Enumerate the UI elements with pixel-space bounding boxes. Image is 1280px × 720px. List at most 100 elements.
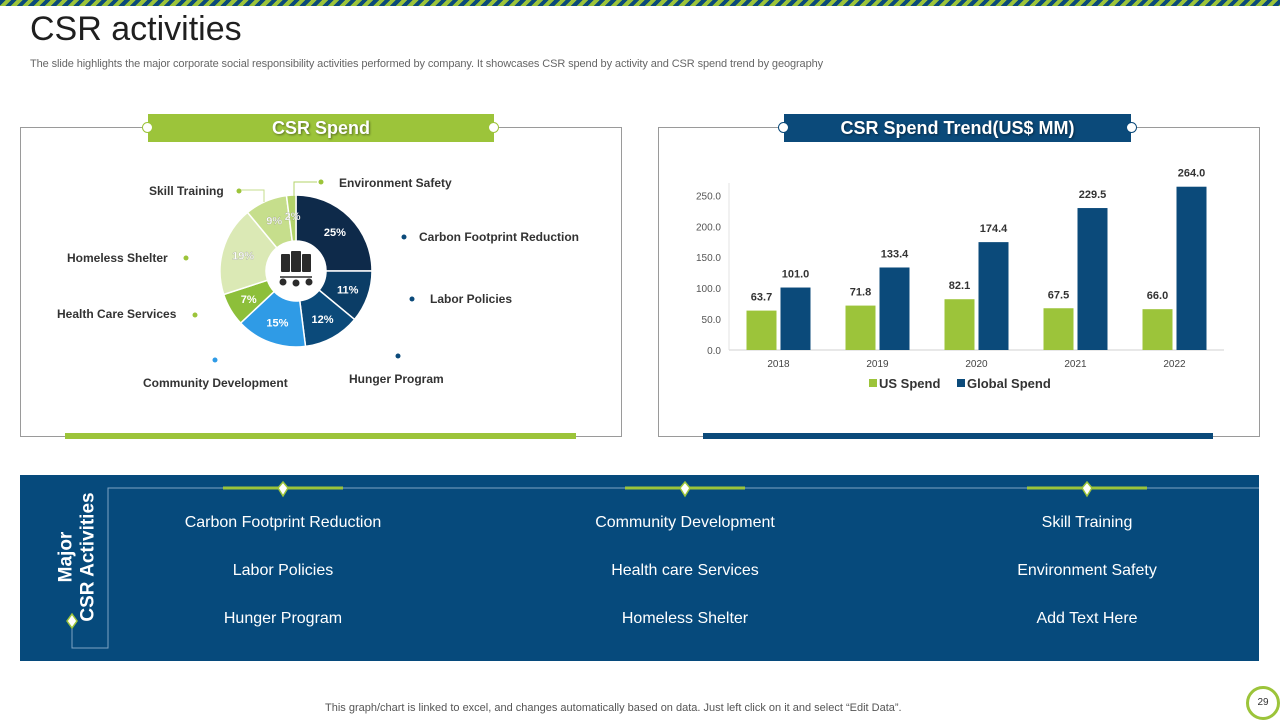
server-rack (291, 251, 301, 272)
top-decorative-stripe (0, 0, 1280, 6)
pie-category-label: Community Development (143, 376, 288, 390)
pie-leader-dot (318, 179, 324, 185)
y-tick-label: 200.0 (696, 222, 721, 233)
slide-subtitle: The slide highlights the major corporate… (30, 58, 824, 70)
x-tick-label: 2020 (965, 359, 988, 370)
activity-item: Health care Services (611, 562, 759, 579)
pie-leader-dot (401, 234, 407, 240)
header-right-dot (488, 122, 499, 133)
y-tick-label: 0.0 (707, 346, 721, 357)
network-node (279, 278, 287, 286)
csr-spend-header: CSR Spend (148, 114, 494, 142)
bar-us-spend (944, 299, 975, 350)
pie-category-label: Homeless Shelter (67, 251, 168, 265)
header-right-dot (1126, 122, 1137, 133)
data-label: 229.5 (1079, 189, 1107, 201)
pie-percent-label: 12% (311, 314, 333, 326)
bar-global-spend (780, 287, 811, 350)
data-label: 82.1 (949, 280, 970, 292)
bar-us-spend (746, 310, 777, 350)
data-label: 133.4 (881, 248, 909, 260)
legend-label: US Spend (879, 376, 940, 391)
bar-us-spend (1043, 308, 1074, 350)
pie-category-label: Carbon Footprint Reduction (419, 230, 579, 244)
bar-global-spend (978, 242, 1009, 350)
x-tick-label: 2019 (866, 359, 889, 370)
pie-leader-dot (395, 353, 401, 359)
data-label: 71.8 (850, 287, 871, 299)
page-number: 29 (1246, 686, 1280, 720)
bar-global-spend (1077, 208, 1108, 350)
x-tick-label: 2021 (1064, 359, 1087, 370)
bar-global-spend (879, 267, 910, 350)
csr-spend-trend-bar-chart[interactable]: 0.0 50.0 100.0 150.0 200.0 250.0 2018 63.7 101.0… (659, 128, 1259, 436)
pie-percent-label: 25% (324, 227, 346, 239)
slide-title: CSR activities (30, 10, 242, 48)
y-tick-label: 50.0 (702, 315, 722, 326)
data-label: 174.4 (980, 223, 1008, 235)
legend-label: Global Spend (967, 376, 1051, 391)
pie-percent-label: 9% (266, 216, 282, 228)
pie-leader-line (293, 181, 317, 198)
data-label: 63.7 (751, 292, 772, 304)
pie-slice-homeless-shelter (219, 211, 278, 296)
pie-percent-label: 19% (232, 251, 254, 263)
server-network-icon (267, 242, 325, 300)
data-label: 264.0 (1178, 168, 1206, 180)
right-accent-bar (703, 433, 1213, 439)
pie-percent-label: 15% (266, 318, 288, 330)
activity-item: Environment Safety (1017, 562, 1157, 579)
pie-category-label: Health Care Services (57, 307, 177, 321)
activity-item: Labor Policies (232, 562, 334, 579)
pie-slice-carbon-footprint-reduction (295, 194, 373, 272)
network-node (292, 279, 300, 287)
x-tick-label: 2018 (767, 359, 790, 370)
activity-item[interactable]: Add Text Here (1036, 610, 1138, 627)
activity-item: Carbon Footprint Reduction (184, 514, 382, 531)
left-accent-bar (65, 433, 576, 439)
heading-line-2: CSR Activities (78, 492, 100, 622)
pie-category-label: Hunger Program (349, 372, 444, 386)
pie-percent-label: 2% (285, 211, 301, 223)
pie-slice-environment-safety (285, 194, 297, 243)
legend-swatch (869, 379, 877, 387)
pie-percent-label: 7% (241, 294, 257, 306)
x-tick-label: 2022 (1163, 359, 1186, 370)
bar-global-spend (1176, 186, 1207, 350)
footer-note: This graph/chart is linked to excel, and… (325, 702, 902, 714)
bar-us-spend (845, 305, 876, 350)
pie-leader-dot (183, 255, 189, 261)
activity-item: Community Development (595, 514, 775, 531)
header-left-dot (142, 122, 153, 133)
csr-spend-trend-panel: 0.0 50.0 100.0 150.0 200.0 250.0 2018 63.7 101.0… (658, 127, 1260, 437)
pie-leader-dot (212, 357, 218, 363)
activity-item: Hunger Program (223, 610, 343, 627)
server-rack (281, 254, 290, 272)
pie-leader-dot (409, 296, 415, 302)
pie-percent-label: 11% (337, 285, 359, 297)
y-tick-label: 250.0 (696, 191, 721, 202)
data-label: 101.0 (782, 269, 810, 281)
pie-category-label: Labor Policies (430, 292, 512, 306)
pie-leader-dot (236, 188, 242, 194)
activity-item: Homeless Shelter (621, 610, 749, 627)
legend-swatch (957, 379, 965, 387)
y-tick-label: 150.0 (696, 253, 721, 264)
data-label: 66.0 (1147, 290, 1168, 302)
major-csr-activities-heading: Major CSR Activities (38, 492, 118, 622)
pie-leader-line (241, 189, 265, 202)
y-tick-label: 100.0 (696, 284, 721, 295)
csr-spend-panel: 25% Carbon Footprint Reduction 11% Labor Po… (20, 127, 622, 437)
csr-spend-pie-chart[interactable]: 25% Carbon Footprint Reduction 11% Labor Po… (21, 128, 621, 436)
csr-spend-trend-header: CSR Spend Trend(US$ MM) (784, 114, 1131, 142)
data-label: 67.5 (1048, 289, 1069, 301)
pie-category-label: Environment Safety (339, 176, 452, 190)
activity-item: Skill Training (1041, 514, 1133, 531)
pie-category-label: Skill Training (149, 184, 224, 198)
pie-leader-dot (192, 312, 198, 318)
server-rack (302, 254, 311, 272)
heading-line-1: Major (56, 531, 78, 583)
bar-us-spend (1142, 309, 1173, 350)
header-left-dot (778, 122, 789, 133)
network-node (305, 278, 313, 286)
